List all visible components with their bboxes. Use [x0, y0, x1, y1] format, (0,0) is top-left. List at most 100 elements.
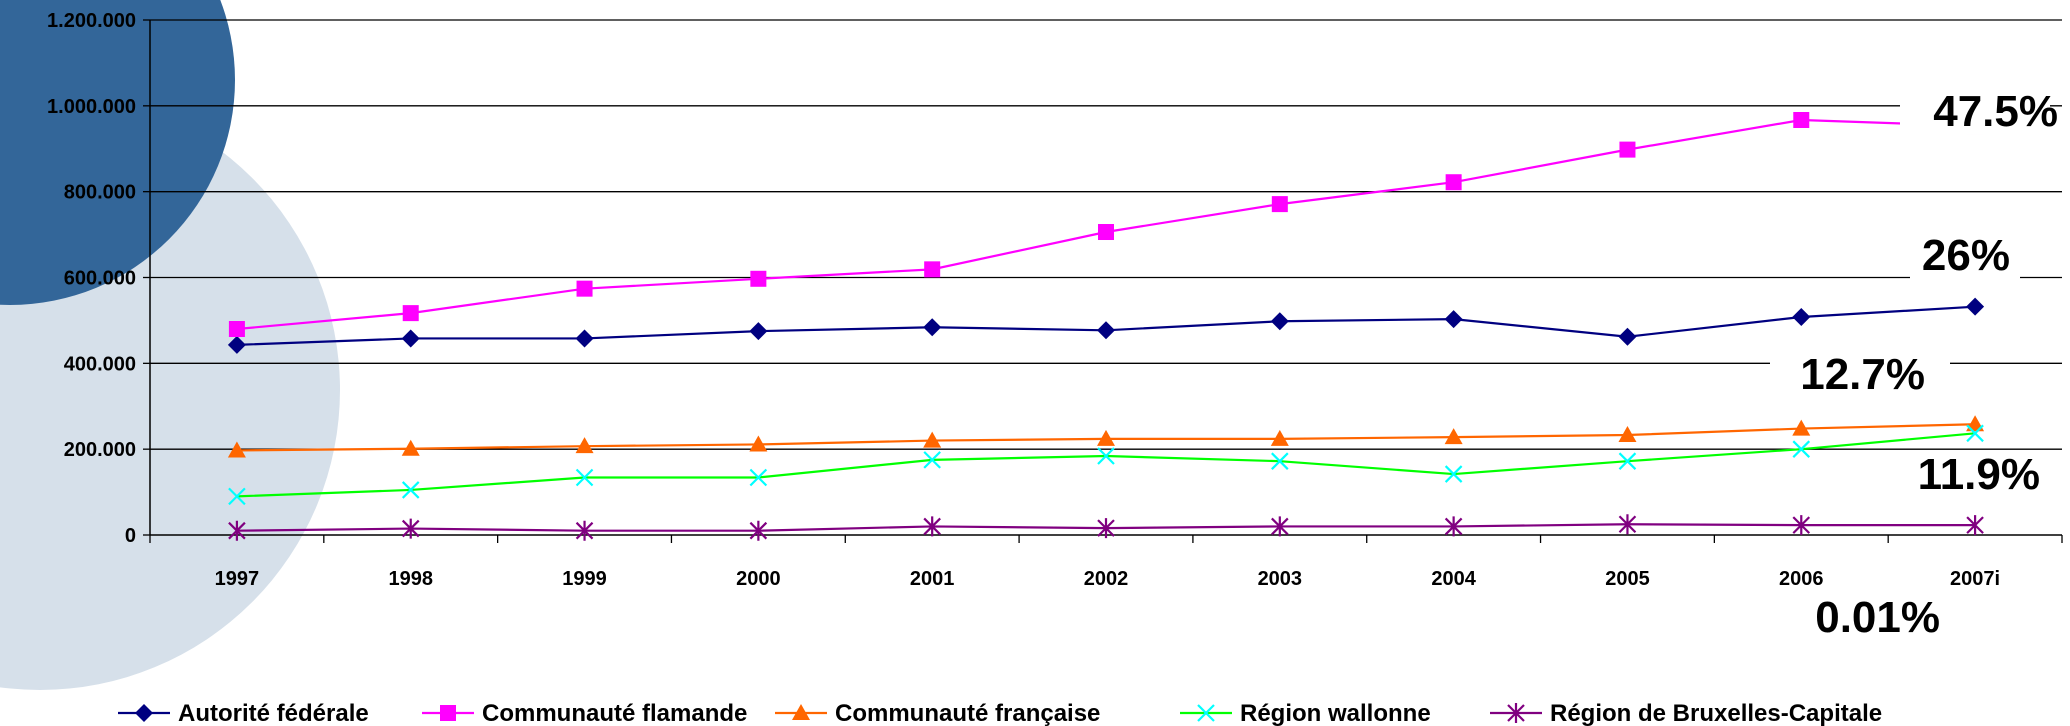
x-tick-label: 1997	[215, 568, 260, 590]
data-point	[1098, 224, 1114, 241]
series-group	[227, 111, 1985, 541]
data-point	[1618, 452, 1637, 470]
legend-marker	[792, 704, 810, 720]
y-tick-label: 1.200.000	[47, 10, 136, 32]
data-point	[228, 321, 245, 337]
data-point	[1618, 426, 1637, 443]
data-point	[923, 516, 941, 537]
data-point	[1271, 196, 1288, 213]
series-0	[227, 297, 1985, 354]
annotation-bg-1	[1900, 78, 2050, 134]
y-tick-label: 400.000	[64, 353, 136, 375]
data-point	[227, 441, 246, 458]
data-point	[1097, 429, 1115, 446]
data-point	[923, 431, 942, 448]
data-point	[749, 435, 768, 452]
data-point	[1792, 419, 1811, 436]
data-point	[1097, 447, 1115, 465]
legend-marker	[1507, 703, 1525, 723]
data-point	[1097, 518, 1115, 539]
x-tick-label: 2003	[1258, 568, 1303, 590]
data-point	[401, 439, 420, 456]
legend-label: Communauté flamande	[482, 700, 747, 726]
data-point	[749, 520, 768, 541]
y-tick-label: 200.000	[64, 439, 136, 461]
x-tick-label: 2004	[1431, 568, 1476, 590]
x-tick-label: 1999	[562, 568, 607, 590]
x-tick-label: 2001	[910, 568, 955, 590]
data-point	[401, 329, 420, 348]
data-point	[1966, 297, 1985, 316]
data-point	[1271, 516, 1289, 537]
data-point	[924, 261, 941, 278]
x-tick-label: 2002	[1084, 568, 1129, 590]
data-point	[1793, 111, 1810, 128]
data-point	[1792, 440, 1811, 458]
data-point	[576, 280, 593, 297]
legend-label: Autorité fédérale	[178, 700, 369, 726]
annotation-bg-3	[1770, 340, 1950, 396]
x-tick-label: 2007i	[1950, 568, 2000, 590]
series-2	[227, 415, 1985, 458]
data-point	[575, 437, 594, 454]
x-tick-label: 2000	[736, 568, 781, 590]
data-point	[1619, 141, 1636, 158]
background-circle-dark	[0, 0, 235, 305]
y-tick-label: 1.000.000	[47, 96, 136, 118]
data-point	[1444, 310, 1463, 329]
data-point	[575, 329, 594, 348]
series-1	[228, 111, 1984, 337]
data-point	[1966, 415, 1985, 432]
data-point	[1966, 515, 1984, 536]
x-tick-label: 2005	[1605, 568, 1650, 590]
annotation-flamande: 47.5%	[1933, 87, 2058, 136]
x-tick-label: 1998	[388, 568, 433, 590]
data-point	[1444, 465, 1463, 483]
data-point	[1097, 321, 1115, 340]
data-point	[1618, 327, 1637, 346]
data-point	[749, 322, 768, 341]
x-axis-ticks: 1997 1998 1999 2000 2001 2002 2003 2004 2005 2006…	[215, 568, 2000, 590]
data-point	[750, 270, 767, 287]
legend: Autorité fédérale Communauté flamande Comm…	[118, 700, 1882, 726]
data-point	[575, 468, 594, 487]
data-point	[1444, 516, 1463, 537]
legend-label: Communauté française	[835, 700, 1100, 726]
data-point	[1270, 312, 1289, 331]
data-point	[923, 451, 941, 469]
data-point	[401, 481, 420, 499]
y-axis-ticks: 0 200.000 400.000 600.000 800.000 1.000.000 1.…	[47, 10, 136, 547]
x-tick-label: 2006	[1779, 568, 1824, 590]
series-4	[228, 514, 1984, 541]
data-point	[575, 520, 594, 541]
y-tick-label: 800.000	[64, 182, 136, 204]
legend-label: Région wallonne	[1240, 700, 1431, 726]
data-point	[228, 520, 246, 541]
gridlines	[143, 19, 2063, 543]
data-point	[1966, 424, 1984, 443]
data-point	[1618, 514, 1637, 535]
annotation-francaise: 12.7%	[1800, 350, 1925, 399]
data-point	[1270, 429, 1289, 446]
annotation-bg-2	[1910, 225, 2020, 281]
y-tick-label: 600.000	[64, 268, 136, 290]
data-point	[1792, 515, 1811, 536]
annotation-bruxelles: 0.01%	[1815, 593, 1940, 642]
data-point	[923, 318, 942, 337]
annotation-federale: 26%	[1922, 231, 2010, 280]
data-point	[402, 305, 419, 322]
y-tick-label: 0	[125, 525, 136, 547]
data-point	[1445, 174, 1462, 191]
annotations: 47.5% 26% 12.7% 11.9% 0.01%	[1770, 78, 2058, 642]
data-point	[1444, 428, 1463, 445]
legend-marker	[1197, 704, 1215, 722]
legend-marker	[135, 704, 153, 722]
legend-marker	[440, 705, 456, 721]
data-point	[401, 518, 420, 539]
data-point	[228, 487, 246, 506]
annotation-wallonne: 11.9%	[1918, 450, 2040, 499]
legend-label: Région de Bruxelles-Capitale	[1550, 700, 1882, 726]
data-point	[227, 335, 246, 354]
series-3	[228, 424, 1984, 506]
